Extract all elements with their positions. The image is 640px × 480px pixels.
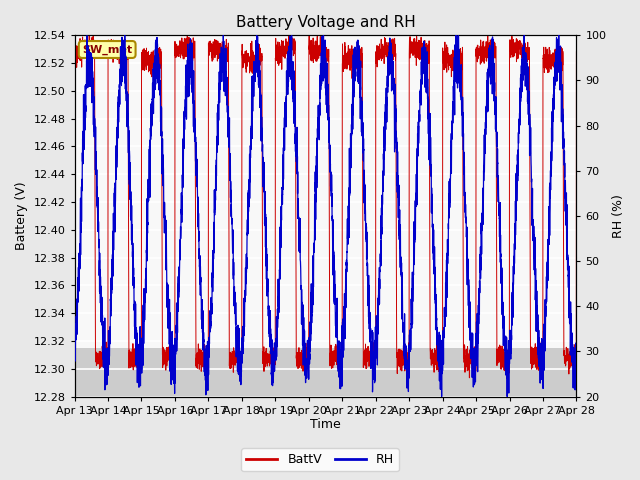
- Text: SW_met: SW_met: [82, 44, 132, 55]
- Y-axis label: RH (%): RH (%): [612, 194, 625, 238]
- Bar: [75, 348, 577, 396]
- X-axis label: Time: Time: [310, 419, 341, 432]
- Legend: BattV, RH: BattV, RH: [241, 448, 399, 471]
- Y-axis label: Battery (V): Battery (V): [15, 181, 28, 250]
- Title: Battery Voltage and RH: Battery Voltage and RH: [236, 15, 415, 30]
